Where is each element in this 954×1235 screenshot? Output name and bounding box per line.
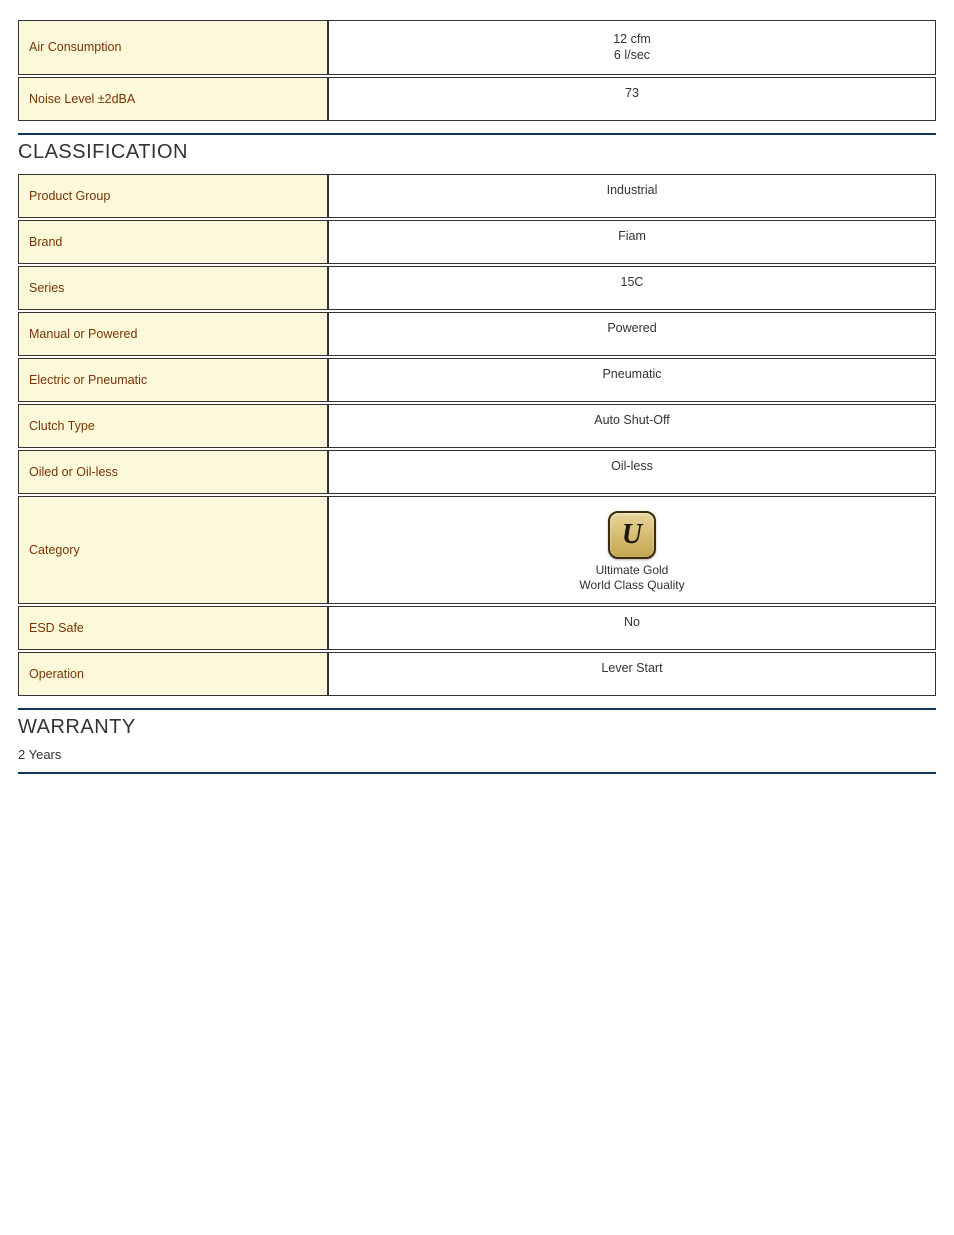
spec-value-category: U Ultimate Gold World Class Quality — [328, 496, 936, 604]
spec-label: Air Consumption — [18, 20, 328, 75]
spec-label: Oiled or Oil-less — [18, 450, 328, 494]
spec-value: Oil-less — [328, 450, 936, 494]
value-line: 6 l/sec — [339, 47, 925, 63]
spec-value: Pneumatic — [328, 358, 936, 402]
table-row: Manual or Powered Powered — [18, 312, 936, 356]
spec-value: Auto Shut-Off — [328, 404, 936, 448]
warranty-title: WARRANTY — [18, 716, 936, 739]
table-row: Oiled or Oil-less Oil-less — [18, 450, 936, 494]
spec-label: Manual or Powered — [18, 312, 328, 356]
spec-value: Powered — [328, 312, 936, 356]
spec-label: Noise Level ±2dBA — [18, 77, 328, 121]
table-row: Brand Fiam — [18, 220, 936, 264]
spec-value: Lever Start — [328, 652, 936, 696]
section-divider — [18, 133, 936, 135]
table-row: Noise Level ±2dBA 73 — [18, 77, 936, 121]
spec-value: 73 — [328, 77, 936, 121]
table-row: Clutch Type Auto Shut-Off — [18, 404, 936, 448]
table-row-category: Category U Ultimate Gold World Class Qua… — [18, 496, 936, 604]
spec-label: Product Group — [18, 174, 328, 218]
spec-value: Fiam — [328, 220, 936, 264]
warranty-text: 2 Years — [18, 747, 936, 762]
spec-label: Electric or Pneumatic — [18, 358, 328, 402]
spec-value: 15C — [328, 266, 936, 310]
ultimate-gold-badge-icon: U — [608, 511, 656, 559]
spec-label: Brand — [18, 220, 328, 264]
spec-label: ESD Safe — [18, 606, 328, 650]
caption-line: World Class Quality — [579, 578, 684, 593]
spec-value: 12 cfm 6 l/sec — [328, 20, 936, 75]
table-row: ESD Safe No — [18, 606, 936, 650]
classification-table: Product Group Industrial Brand Fiam Seri… — [18, 172, 936, 698]
spec-label: Series — [18, 266, 328, 310]
top-spec-table: Air Consumption 12 cfm 6 l/sec Noise Lev… — [18, 18, 936, 123]
table-row: Operation Lever Start — [18, 652, 936, 696]
table-row: Air Consumption 12 cfm 6 l/sec — [18, 20, 936, 75]
spec-label: Category — [18, 496, 328, 604]
caption-line: Ultimate Gold — [579, 563, 684, 578]
value-line: 12 cfm — [339, 31, 925, 47]
spec-label: Clutch Type — [18, 404, 328, 448]
section-divider — [18, 772, 936, 774]
spec-label: Operation — [18, 652, 328, 696]
spec-value: No — [328, 606, 936, 650]
classification-title: CLASSIFICATION — [18, 141, 936, 164]
badge-caption: Ultimate Gold World Class Quality — [579, 563, 684, 593]
spec-value: Industrial — [328, 174, 936, 218]
section-divider — [18, 708, 936, 710]
table-row: Electric or Pneumatic Pneumatic — [18, 358, 936, 402]
table-row: Series 15C — [18, 266, 936, 310]
table-row: Product Group Industrial — [18, 174, 936, 218]
